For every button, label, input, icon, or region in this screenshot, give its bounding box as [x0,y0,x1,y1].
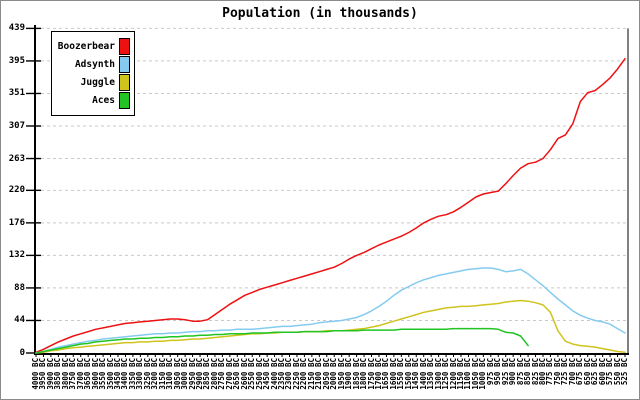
series-line-juggle [35,299,626,354]
y-tick-label: 395 [8,55,25,66]
series-line-boozerbear [35,57,626,354]
legend-label: Aces [92,95,115,106]
x-tick-label: 525 BC [620,358,629,386]
legend-swatch [119,92,130,109]
y-tick-label: 351 [8,88,25,99]
y-tick-label: 88 [14,282,25,293]
y-tick-label: 44 [14,315,25,326]
legend: Boozerbear Adsynth Juggle Aces [51,31,135,116]
y-tick-label: 439 [8,23,25,34]
legend-label: Adsynth [74,59,115,70]
legend-swatch [119,38,130,55]
legend-item: Aces [56,92,130,109]
y-tick-label: 176 [8,217,25,228]
y-tick-label: 0 [19,348,25,358]
y-tick-label: 263 [8,153,25,164]
series-line-adsynth [35,267,626,354]
y-tick-label: 220 [8,185,25,196]
legend-item: Adsynth [56,56,130,73]
legend-item: Boozerbear [56,38,130,55]
chart-title: Population (in thousands) [222,6,418,21]
legend-item: Juggle [56,74,130,91]
legend-swatch [119,74,130,91]
legend-label: Boozerbear [57,41,115,52]
legend-label: Juggle [80,77,115,88]
y-tick-label: 307 [8,121,25,131]
series-line-aces [35,327,529,354]
legend-swatch [119,56,130,73]
y-tick-label: 132 [8,250,25,261]
